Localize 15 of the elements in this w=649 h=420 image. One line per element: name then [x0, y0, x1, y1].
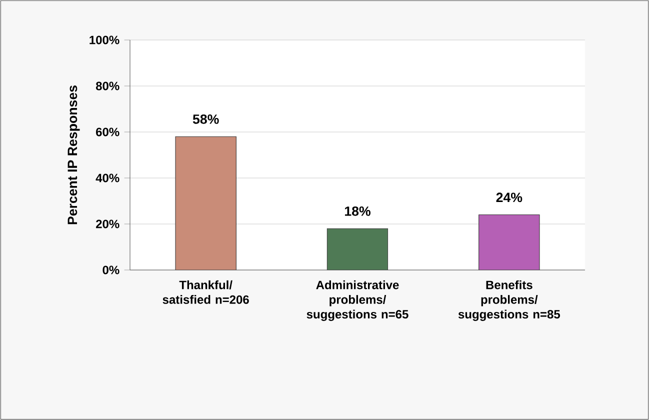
data-label: 24% [496, 192, 522, 202]
y-axis-title: Percent IP Responses [68, 86, 80, 224]
y-tick-label: 60% [96, 128, 120, 136]
data-label: 18% [344, 206, 370, 216]
bar [478, 214, 540, 270]
x-tick-label: Benefits problems/ suggestions n=85 [458, 280, 560, 321]
y-tick-label: 100% [90, 36, 120, 44]
x-tick-label: Thankful/ satisfied n=206 [162, 280, 249, 304]
y-tick-label: 20% [96, 220, 120, 228]
y-tick-label: 0% [102, 266, 120, 274]
bar [326, 228, 388, 270]
y-tick-label: 40% [96, 174, 120, 182]
x-tick-label: Administrative problems/ suggestions n=65 [306, 280, 408, 321]
y-tick-label: 80% [96, 82, 120, 90]
data-label: 58% [192, 114, 219, 124]
